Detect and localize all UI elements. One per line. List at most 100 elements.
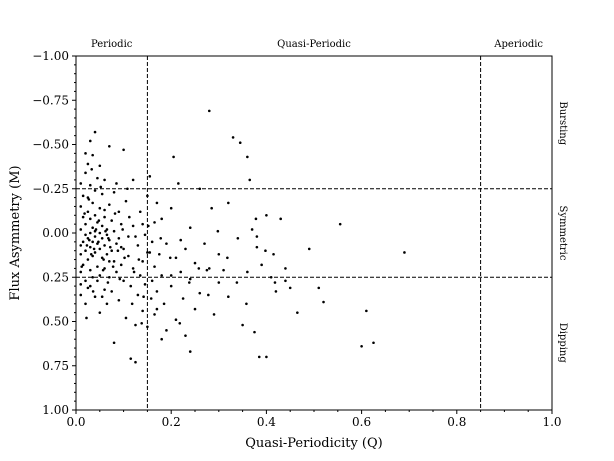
region-label-right: Symmetric	[557, 206, 568, 261]
data-point	[100, 192, 104, 196]
data-point	[177, 182, 180, 185]
data-point	[254, 217, 258, 221]
y-axis-label: Flux Asymmetry (M)	[8, 165, 23, 300]
data-point	[403, 251, 406, 254]
data-point	[93, 189, 97, 192]
data-point	[134, 323, 137, 327]
data-point	[148, 175, 152, 178]
data-point	[96, 265, 99, 268]
data-point	[108, 245, 112, 249]
data-point	[257, 355, 261, 359]
data-point	[88, 231, 92, 235]
data-point	[178, 321, 182, 325]
data-point	[134, 360, 137, 364]
data-point	[174, 318, 178, 322]
data-point	[108, 203, 111, 206]
x-tick-label: 0.6	[352, 415, 371, 429]
data-point	[84, 302, 87, 306]
data-point	[100, 256, 104, 260]
region-label-right: Bursting	[557, 101, 568, 145]
data-point	[141, 309, 144, 313]
data-point	[112, 341, 116, 345]
data-point	[365, 309, 368, 313]
data-point	[131, 178, 135, 182]
data-point	[193, 307, 197, 311]
data-point	[88, 238, 91, 242]
data-point	[245, 302, 248, 306]
data-point	[118, 277, 122, 281]
data-point	[165, 242, 168, 245]
data-point	[99, 185, 103, 189]
data-point	[121, 228, 124, 231]
data-point	[122, 247, 125, 251]
data-point	[79, 293, 83, 297]
data-point	[81, 240, 85, 244]
data-point	[264, 249, 267, 252]
data-point	[100, 237, 104, 240]
data-point	[141, 260, 144, 263]
data-point	[84, 233, 87, 237]
y-tick-label: 0.50	[42, 315, 69, 329]
data-point	[207, 293, 210, 297]
data-point	[116, 249, 120, 252]
data-point	[134, 235, 137, 238]
data-point	[112, 190, 116, 194]
data-point	[79, 205, 83, 208]
data-point	[207, 109, 211, 113]
region-label-top: Quasi-Periodic	[277, 39, 351, 50]
data-point	[227, 295, 230, 299]
data-point	[203, 242, 206, 245]
data-point	[84, 152, 87, 155]
data-point	[137, 258, 141, 261]
data-point	[147, 224, 150, 228]
data-point	[98, 274, 102, 277]
data-point	[184, 334, 187, 337]
data-point	[279, 217, 282, 221]
data-point	[146, 194, 149, 198]
data-point	[108, 144, 111, 148]
data-point	[198, 187, 202, 191]
data-point	[122, 148, 125, 152]
data-point	[162, 302, 166, 306]
y-tick-label: −0.75	[32, 93, 69, 107]
data-point	[153, 313, 156, 316]
data-point	[255, 235, 259, 238]
data-point	[105, 233, 109, 237]
data-point	[103, 244, 106, 247]
data-point	[128, 215, 131, 219]
data-point	[86, 162, 90, 166]
data-point	[260, 263, 263, 267]
data-point	[91, 290, 95, 293]
data-point	[158, 252, 161, 256]
region-labels: Periodic Quasi-Periodic Aperiodic Bursting S…	[91, 39, 568, 363]
data-point	[188, 226, 192, 229]
data-point	[93, 130, 97, 134]
data-point	[269, 275, 273, 279]
data-point	[159, 237, 163, 240]
data-point	[129, 357, 133, 360]
data-point	[241, 323, 244, 327]
data-point	[85, 316, 88, 320]
data-point	[84, 171, 87, 175]
data-point	[205, 268, 209, 272]
data-point	[129, 284, 133, 288]
data-point	[111, 265, 115, 268]
data-point	[155, 201, 159, 205]
data-point	[169, 274, 173, 277]
data-point	[322, 300, 325, 304]
data-point	[100, 224, 104, 228]
data-point	[193, 261, 197, 265]
data-point	[226, 256, 229, 260]
data-point	[143, 283, 147, 286]
data-point	[100, 295, 104, 299]
data-point	[210, 206, 213, 210]
data-point	[146, 251, 149, 254]
data-point	[265, 355, 268, 359]
data-point	[103, 208, 106, 212]
data-points	[79, 109, 406, 364]
data-point	[227, 201, 230, 205]
data-point	[138, 210, 142, 214]
data-point	[155, 290, 159, 293]
data-point	[105, 252, 109, 256]
